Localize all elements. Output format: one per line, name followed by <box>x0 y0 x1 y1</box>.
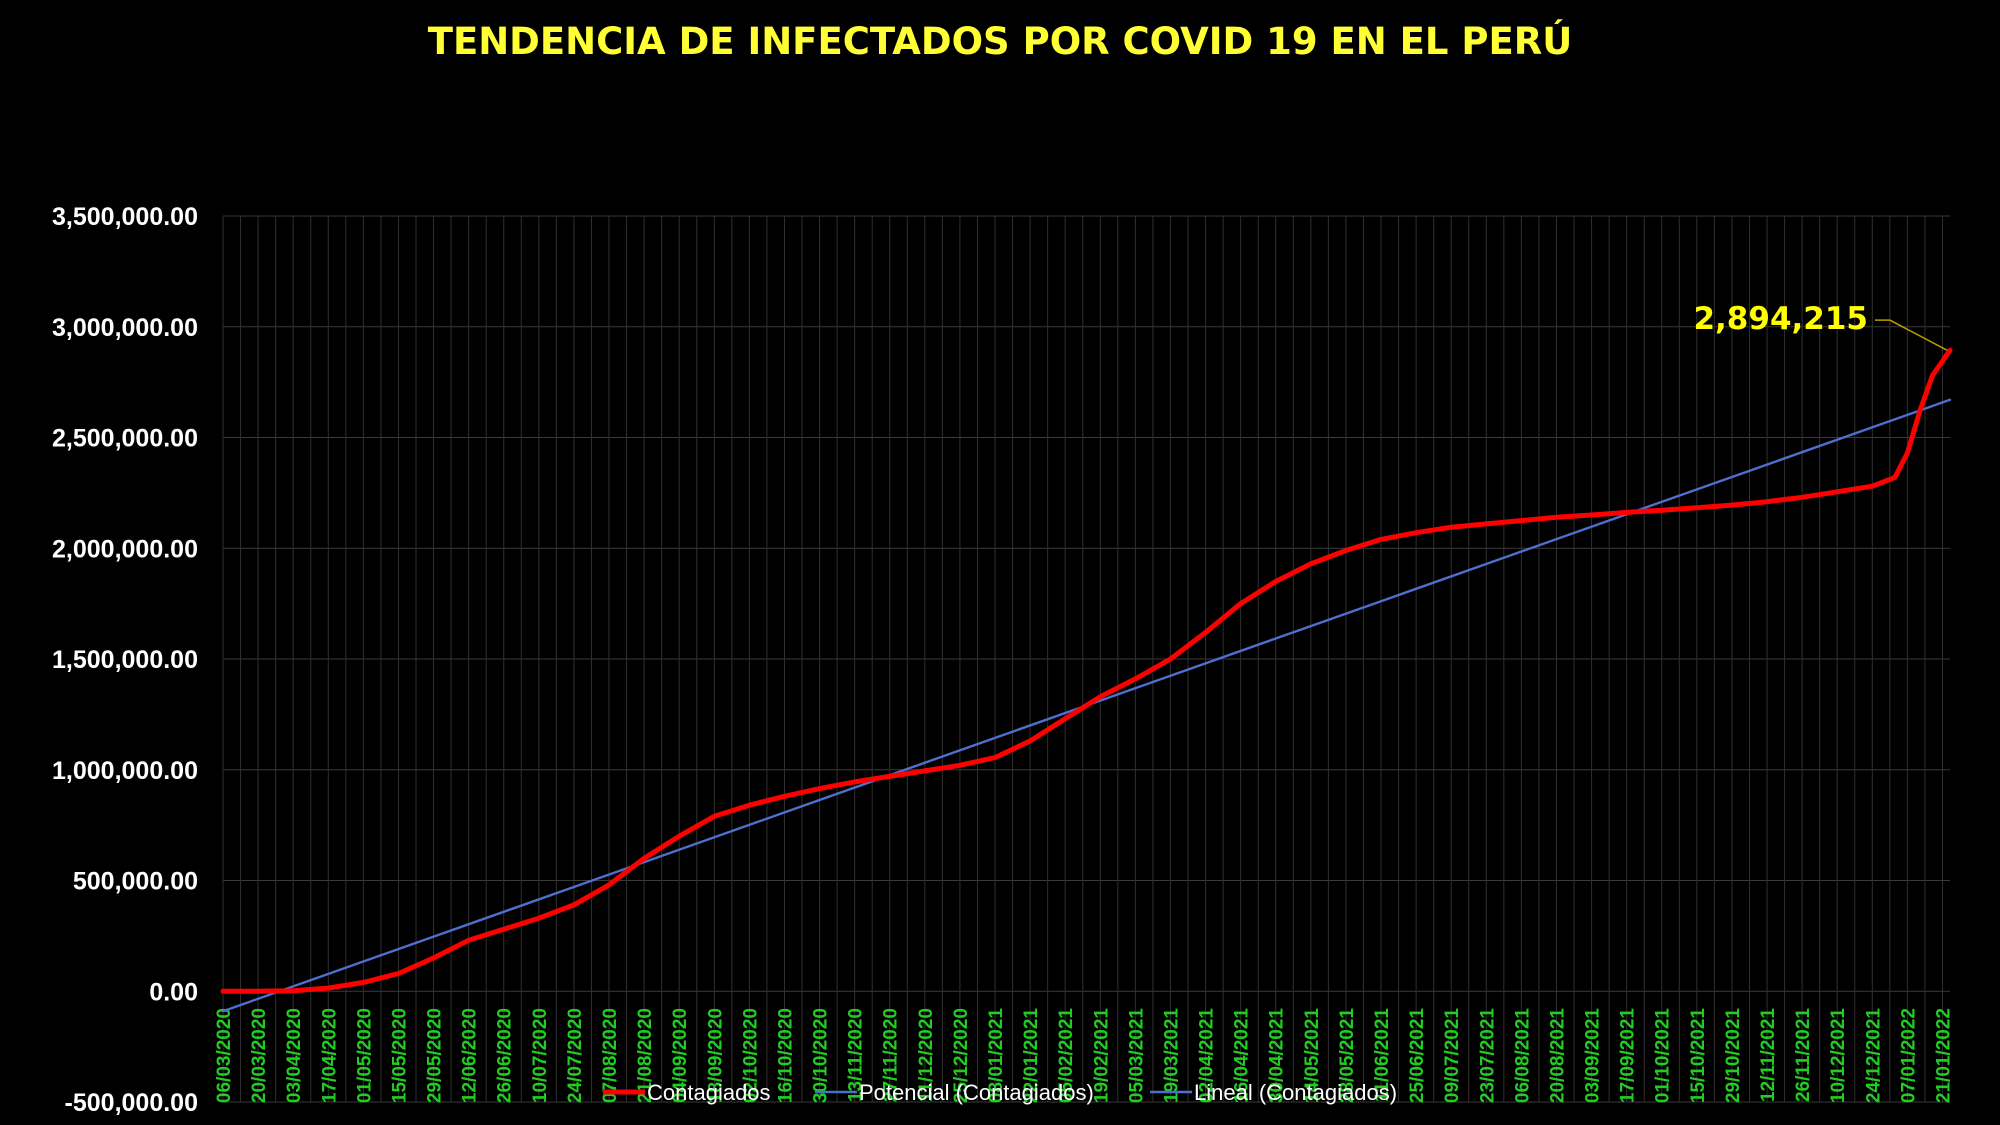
x-tick-label: 02/10/2020 <box>740 1008 761 1103</box>
y-tick-label: -500,000.00 <box>65 1089 198 1117</box>
y-tick-label: 0.00 <box>149 978 198 1006</box>
y-tick-label: 2,500,000.00 <box>52 425 198 453</box>
x-tick-label: 29/10/2021 <box>1723 1008 1744 1104</box>
x-tick-label: 21/08/2020 <box>635 1008 656 1103</box>
x-tick-label: 06/08/2021 <box>1512 1008 1533 1104</box>
x-tick-label: 03/09/2021 <box>1583 1008 1604 1104</box>
x-tick-label: 17/04/2020 <box>319 1008 340 1103</box>
x-tick-label: 29/05/2020 <box>425 1008 446 1103</box>
x-tick-label: 26/06/2020 <box>495 1008 516 1103</box>
y-axis-ticks: 3,500,000.00 3,000,000.00 2,500,000.00 2,00… <box>52 203 198 1117</box>
x-tick-label: 09/07/2021 <box>1442 1008 1463 1104</box>
x-tick-label: 05/03/2021 <box>1126 1008 1147 1104</box>
x-tick-label: 17/09/2021 <box>1618 1008 1639 1104</box>
x-tick-label: 14/05/2021 <box>1302 1008 1323 1104</box>
x-tick-label: 23/07/2021 <box>1477 1008 1498 1104</box>
x-tick-label: 10/07/2020 <box>530 1008 551 1103</box>
x-tick-label: 21/01/2022 <box>1933 1008 1954 1103</box>
chart-title: TENDENCIA DE INFECTADOS POR COVID 19 EN … <box>428 19 1573 63</box>
x-tick-label: 13/11/2020 <box>846 1008 867 1102</box>
x-tick-label: 26/11/2021 <box>1793 1008 1814 1102</box>
x-tick-label: 11/12/2020 <box>916 1008 937 1102</box>
x-tick-label: 01/05/2020 <box>354 1008 375 1103</box>
x-tick-label: 08/01/2021 <box>986 1008 1007 1104</box>
y-tick-label: 500,000.00 <box>73 868 198 896</box>
x-tick-label: 20/08/2021 <box>1547 1008 1568 1104</box>
y-tick-label: 3,000,000.00 <box>52 314 198 342</box>
x-tick-label: 05/02/2021 <box>1056 1008 1077 1104</box>
x-tick-label: 24/07/2020 <box>565 1008 586 1103</box>
x-tick-label: 06/03/2020 <box>214 1008 235 1103</box>
x-tick-label: 02/04/2021 <box>1197 1008 1218 1104</box>
x-tick-label: 15/05/2020 <box>389 1008 410 1103</box>
x-tick-label: 19/02/2021 <box>1091 1008 1112 1104</box>
y-tick-label: 3,500,000.00 <box>52 203 198 231</box>
x-tick-label: 11/06/2021 <box>1372 1008 1393 1102</box>
x-tick-label: 18/09/2020 <box>705 1008 726 1103</box>
annotation-label: 2,894,215 <box>1693 301 1868 337</box>
x-tick-label: 12/11/2021 <box>1758 1008 1779 1102</box>
x-tick-label: 24/12/2021 <box>1863 1008 1884 1104</box>
y-tick-label: 1,500,000.00 <box>52 646 198 674</box>
y-tick-label: 2,000,000.00 <box>52 535 198 563</box>
x-tick-label: 27/11/2020 <box>881 1008 902 1102</box>
x-tick-label: 04/09/2020 <box>670 1008 691 1103</box>
legend-label: Potencial (Contagiados) <box>859 1080 1094 1105</box>
x-tick-label: 16/10/2020 <box>775 1008 796 1103</box>
x-tick-label: 03/04/2020 <box>284 1008 305 1103</box>
x-tick-label: 25/06/2021 <box>1407 1008 1428 1104</box>
grid <box>222 215 1950 1103</box>
x-tick-label: 10/12/2021 <box>1828 1008 1849 1104</box>
x-tick-label: 30/10/2020 <box>811 1008 832 1103</box>
x-tick-label: 28/05/2021 <box>1337 1008 1358 1104</box>
series-line-contagiados <box>220 347 1953 994</box>
x-tick-label: 22/01/2021 <box>1021 1008 1042 1104</box>
y-tick-label: 1,000,000.00 <box>52 757 198 785</box>
legend: Contagiados Potencial (Contagiados) Lineal… <box>603 1080 1397 1105</box>
series <box>220 347 1953 1013</box>
x-tick-label: 30/04/2021 <box>1267 1008 1288 1104</box>
annotation-leader-line <box>1875 319 1948 351</box>
x-tick-label: 01/10/2021 <box>1653 1008 1674 1104</box>
x-tick-label: 16/04/2021 <box>1232 1008 1253 1104</box>
x-tick-label: 07/08/2020 <box>600 1008 621 1103</box>
annotations: 2,894,215 <box>1693 301 1948 351</box>
x-tick-label: 12/06/2020 <box>460 1008 481 1103</box>
x-tick-label: 19/03/2021 <box>1161 1008 1182 1104</box>
legend-label: Lineal (Contagiados) <box>1194 1080 1397 1105</box>
x-tick-label: 07/01/2022 <box>1898 1008 1919 1103</box>
x-axis-ticks: 06/03/2020 20/03/2020 03/04/2020 17/04/2020… <box>214 1008 1954 1104</box>
x-tick-label: 25/12/2020 <box>951 1008 972 1103</box>
legend-label: Contagiados <box>647 1080 771 1105</box>
x-tick-label: 15/10/2021 <box>1688 1008 1709 1104</box>
x-tick-label: 20/03/2020 <box>249 1008 270 1103</box>
